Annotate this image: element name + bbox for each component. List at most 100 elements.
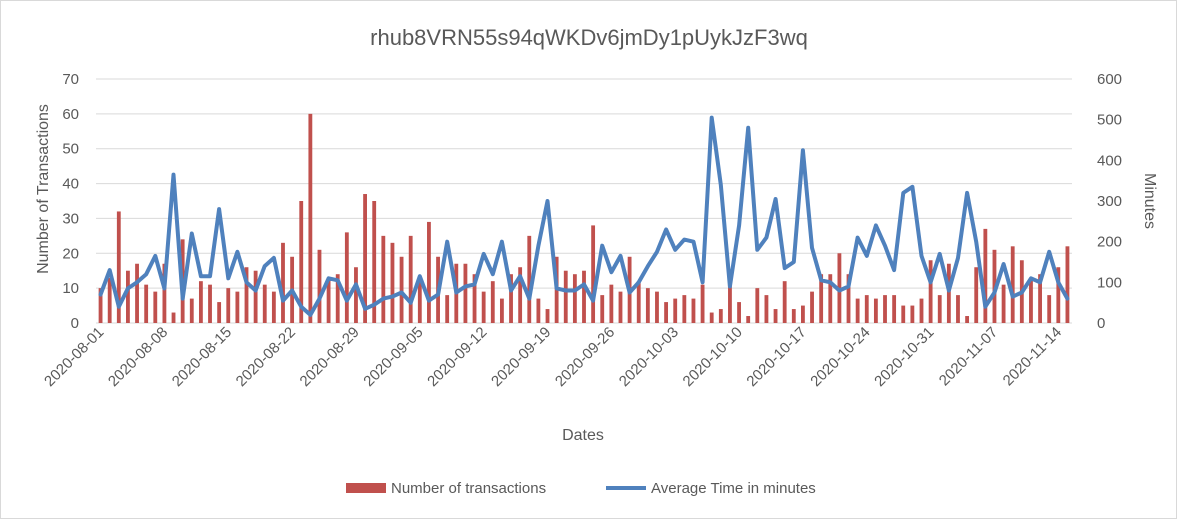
bar-transactions <box>299 201 304 323</box>
bar-transactions <box>901 305 906 323</box>
bar-transactions <box>472 274 477 323</box>
bar-transactions <box>883 295 887 323</box>
bar-transactions <box>253 270 258 323</box>
bar-transactions <box>746 316 751 323</box>
y2-tick-label: 600 <box>1097 71 1122 88</box>
x-tick-label: 2020-11-07 <box>936 324 1001 389</box>
x-tick-label: 2020-08-08 <box>105 324 171 390</box>
y2-tick-label: 300 <box>1097 193 1122 210</box>
bar-transactions <box>490 281 495 323</box>
bar-transactions <box>126 270 130 323</box>
bar-transactions <box>737 302 741 323</box>
bar-transactions <box>499 298 504 323</box>
bar-transactions <box>773 309 778 323</box>
bar-transactions <box>372 201 377 323</box>
bar-transactions <box>463 263 468 323</box>
bar-transactions <box>810 291 814 323</box>
y2-tick-label: 0 <box>1097 315 1105 332</box>
bar-transactions <box>326 277 331 323</box>
bar-transactions <box>892 295 897 323</box>
bar-transactions <box>262 284 267 323</box>
bar-transactions <box>983 228 988 323</box>
bar-transactions <box>545 309 550 323</box>
y2-axis-title: Minutes <box>1141 173 1158 229</box>
bar-transactions <box>618 291 623 323</box>
bar-transactions <box>153 291 158 323</box>
bar-transactions <box>873 298 878 323</box>
legend-label-average-time: Average Time in minutes <box>651 480 816 497</box>
x-tick-label: 2020-08-01 <box>41 324 107 390</box>
bar-transactions <box>965 316 970 323</box>
y2-tick-label: 100 <box>1097 274 1122 291</box>
bar-transactions <box>937 295 942 323</box>
x-tick-label: 2020-09-26 <box>552 324 618 390</box>
bar-transactions <box>828 274 833 323</box>
bar-transactions <box>335 274 340 323</box>
bar-transactions <box>682 295 687 323</box>
bar-transactions <box>645 288 650 323</box>
bar-transactions <box>417 277 422 323</box>
bar-transactions <box>655 291 659 323</box>
bar-transactions <box>244 267 249 323</box>
bar-transactions <box>317 249 322 323</box>
x-tick-label: 2020-09-12 <box>424 324 490 390</box>
chart-title: rhub8VRN55s94qWKDv6jmDy1pUykJzF3wq <box>370 25 808 50</box>
bar-transactions <box>235 291 240 323</box>
line-series <box>98 115 1070 317</box>
bar-transactions <box>563 270 568 323</box>
x-axis-ticks: 2020-08-012020-08-082020-08-152020-08-22… <box>41 324 1065 390</box>
x-tick-label: 2020-10-31 <box>871 324 937 390</box>
y2-tick-label: 400 <box>1097 152 1122 169</box>
bar-transactions <box>217 302 222 323</box>
y-tick-label: 10 <box>62 280 79 297</box>
bar-transactions <box>1056 267 1061 323</box>
bar-transactions <box>664 302 669 323</box>
bar-transactions <box>801 305 805 323</box>
bar-transactions <box>673 298 678 323</box>
bar-transactions <box>691 298 696 323</box>
bar-transactions <box>481 291 486 323</box>
bar-transactions <box>427 221 431 323</box>
bar-transactions <box>600 295 605 323</box>
y-tick-label: 30 <box>62 210 79 227</box>
x-tick-label: 2020-08-22 <box>233 324 299 390</box>
bar-transactions <box>846 274 851 323</box>
x-axis-title: Dates <box>562 427 604 444</box>
bar-transactions <box>107 277 112 323</box>
bar-transactions <box>864 295 869 323</box>
bar-transactions <box>1029 277 1033 323</box>
bar-transactions <box>919 298 924 323</box>
bar-transactions <box>956 295 960 323</box>
x-tick-label: 2020-09-05 <box>360 324 426 390</box>
bar-transactions <box>354 267 358 323</box>
line-average-time <box>98 115 1070 317</box>
bar-transactions <box>1065 246 1070 323</box>
bar-transactions <box>281 242 285 323</box>
bar-transactions <box>572 274 577 323</box>
bar-transactions <box>363 194 367 323</box>
bar-transactions <box>946 263 951 323</box>
bar-transactions <box>408 235 413 323</box>
y-axis-title: Number of Transactions <box>35 104 52 274</box>
bar-transactions <box>1010 246 1015 323</box>
legend: Number of transactions Average Time in m… <box>346 480 816 497</box>
legend-bar-swatch <box>346 483 386 493</box>
legend-label-transactions: Number of transactions <box>391 480 546 497</box>
bar-transactions <box>518 267 523 323</box>
bar-transactions <box>144 284 149 323</box>
x-tick-label: 2020-09-19 <box>488 324 554 390</box>
bar-transactions <box>226 288 231 323</box>
y-tick-label: 0 <box>71 315 79 332</box>
bar-transactions <box>755 288 760 323</box>
bar-transactions <box>536 298 541 323</box>
bar-transactions <box>116 211 121 323</box>
bar-transactions <box>509 274 513 323</box>
y2-tick-label: 500 <box>1097 112 1122 129</box>
bar-transactions <box>445 295 450 323</box>
bar-transactions <box>636 281 641 323</box>
right-axis-ticks: 0 100 200 300 400 500 600 <box>1097 71 1122 332</box>
bar-transactions <box>198 281 203 323</box>
bar-transactions <box>928 260 933 323</box>
